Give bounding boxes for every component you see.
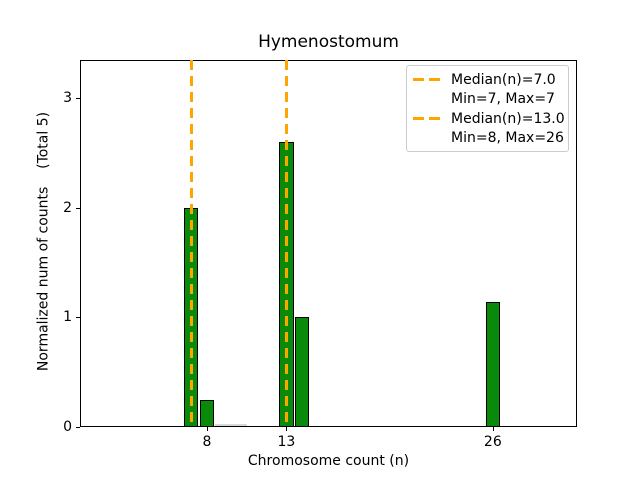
dashed-line-icon [413, 117, 440, 121]
near-zero-bar-segment [214, 423, 247, 426]
histogram-bar [199, 399, 215, 427]
x-axis-label: Chromosome count (n) [247, 453, 410, 469]
y-tick-mark [76, 98, 80, 100]
x-tick-mark [207, 427, 209, 431]
legend-label: Min=8, Max=26 [451, 130, 564, 147]
median-dashed-line [284, 60, 288, 427]
y-tick-mark [76, 427, 80, 428]
x-tick-mark [492, 427, 494, 431]
legend-box: Median(n)=7.0 Min=7, Max=7 Median(n)=13.… [406, 65, 569, 152]
legend-label: Median(n)=7.0 [451, 71, 556, 88]
x-tick-mark [286, 427, 288, 431]
legend-row: Min=8, Max=26 [413, 129, 564, 149]
y-tick-mark [76, 207, 80, 209]
histogram-bar [485, 302, 500, 427]
legend-row: Median(n)=7.0 [413, 70, 562, 90]
legend-row: Min=7, Max=7 [413, 90, 562, 110]
y-tick-label: 3 [63, 90, 72, 107]
histogram-bar [295, 317, 310, 427]
dashed-line-icon [413, 78, 440, 82]
x-tick-label: 26 [483, 434, 502, 450]
x-tick-label: 8 [202, 434, 212, 450]
x-tick-label: 13 [277, 434, 296, 450]
legend-label: Min=7, Max=7 [451, 91, 555, 108]
y-tick-label: 0 [63, 419, 72, 435]
y-tick-label: 1 [63, 309, 72, 326]
y-tick-mark [76, 317, 80, 319]
legend-label: Median(n)=13.0 [451, 110, 565, 127]
chart-title: Hymenostomum [258, 32, 399, 52]
legend-row: Median(n)=13.0 [413, 109, 565, 129]
y-axis-label: Normalized num of counts (Total 5) [35, 111, 52, 372]
median-dashed-line [189, 60, 193, 427]
y-tick-label: 2 [63, 199, 72, 216]
